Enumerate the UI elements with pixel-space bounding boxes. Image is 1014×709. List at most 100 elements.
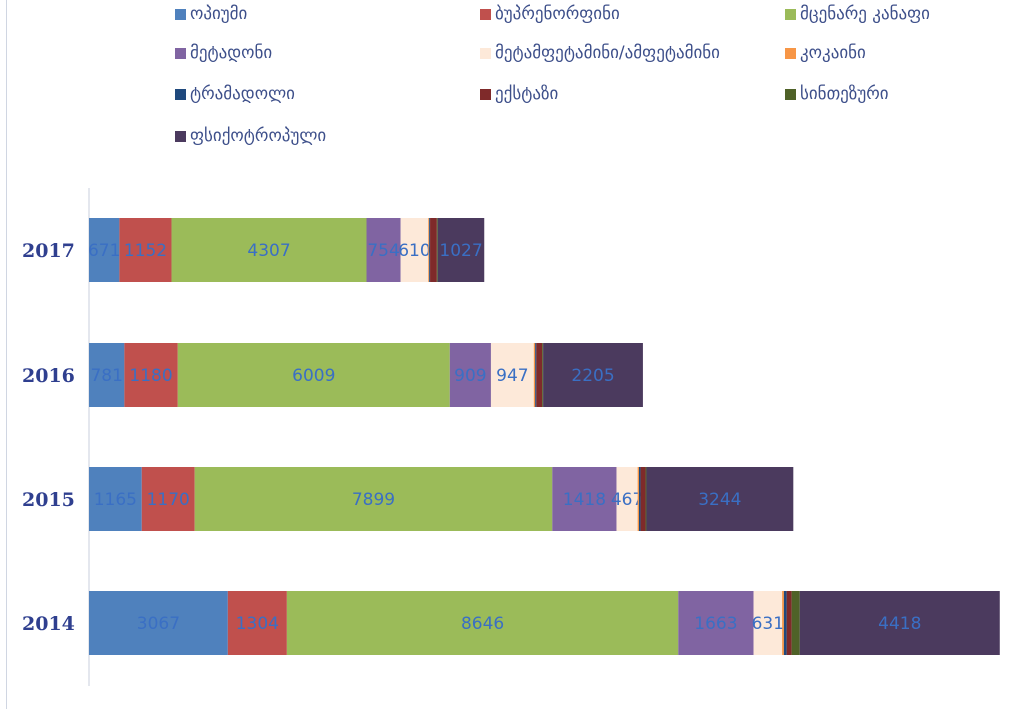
bar-segment	[89, 467, 142, 531]
legend-label: კოკაინი	[800, 43, 866, 63]
legend-swatch	[785, 8, 796, 20]
bar-segment	[542, 343, 544, 407]
bar-segment	[89, 343, 125, 407]
bar-segment	[366, 218, 401, 282]
data-label: 1152	[124, 241, 167, 261]
bar-segment	[783, 591, 787, 655]
bar-segment	[194, 467, 553, 531]
legend-item: მეტადონი	[175, 43, 272, 63]
bar-segment	[646, 467, 794, 531]
legend-swatch	[480, 88, 491, 100]
bar-segment	[791, 591, 800, 655]
bar-segment	[171, 218, 367, 282]
legend-swatch	[785, 88, 796, 100]
legend-item: ტრამადოლი	[175, 84, 295, 104]
bar-segment	[124, 343, 178, 407]
data-label: 1165	[94, 490, 137, 510]
data-label: 8646	[461, 614, 504, 634]
bar-segment	[428, 218, 430, 282]
data-label: 3067	[137, 614, 180, 634]
data-label: 947	[496, 366, 528, 386]
legend-item: კოკაინი	[785, 43, 866, 63]
bar-segment	[535, 343, 537, 407]
data-label: 7899	[352, 490, 395, 510]
data-label: 631	[752, 614, 784, 634]
legend-label: მცენარე კანაფი	[800, 4, 930, 24]
legend-swatch	[785, 47, 796, 59]
year-tick-label: 2016	[22, 365, 75, 387]
bar-segment	[552, 467, 617, 531]
bar-segment	[645, 467, 647, 531]
legend-item: ფსიქოტროპული	[175, 126, 326, 146]
data-label: 671	[88, 241, 120, 261]
bar-segment	[429, 218, 431, 282]
bar-segment	[286, 591, 679, 655]
bar-segment	[678, 591, 754, 655]
data-label: 1180	[129, 366, 172, 386]
legend-item: სინთეზური	[785, 84, 889, 104]
legend-swatch	[175, 88, 186, 100]
data-label: 781	[90, 366, 122, 386]
data-label: 467	[611, 490, 643, 510]
data-label: 909	[454, 366, 486, 386]
legend-label: ფსიქოტროპული	[190, 126, 327, 146]
year-tick-label: 2015	[22, 489, 75, 511]
bar-segment	[227, 591, 287, 655]
data-label: 3244	[698, 490, 741, 510]
legend-swatch	[480, 8, 491, 20]
bar-segment	[799, 591, 1000, 655]
year-tick-label: 2017	[22, 240, 75, 262]
bar-segment	[436, 218, 438, 282]
bar-segment	[543, 343, 643, 407]
year-tick-label: 2014	[22, 613, 75, 635]
bar-segment	[490, 343, 534, 407]
bar-segment	[141, 467, 195, 531]
data-label: 1170	[147, 490, 190, 510]
legend-label: ექსტაზი	[495, 84, 559, 104]
legend-swatch	[175, 8, 186, 20]
legend-item: ბუპრენორფინი	[480, 4, 620, 24]
bar-segment	[533, 343, 536, 407]
legend-swatch	[175, 130, 186, 142]
legend-label: ოპიუმი	[190, 4, 248, 24]
data-label: 4307	[247, 241, 290, 261]
data-label: 6009	[292, 366, 335, 386]
bar-segment	[637, 467, 639, 531]
legend-swatch	[480, 47, 491, 59]
bar-segment	[640, 467, 646, 531]
data-label: 1418	[563, 490, 606, 510]
data-label: 1027	[439, 241, 482, 261]
bar-segment	[89, 591, 228, 655]
legend-label: ბუპრენორფინი	[495, 4, 620, 24]
data-label: 754	[367, 241, 399, 261]
bar-segment	[119, 218, 172, 282]
bar-segment	[616, 467, 638, 531]
bar-segment	[437, 218, 485, 282]
legend-label: ტრამადოლი	[190, 84, 295, 104]
bar-segment	[536, 343, 543, 407]
bar-segment	[638, 467, 641, 531]
bar-segment	[430, 218, 437, 282]
legend-label: სინთეზური	[800, 84, 889, 104]
legend-item: ექსტაზი	[480, 84, 558, 104]
bar-segment	[89, 218, 120, 282]
bar-segment	[786, 591, 792, 655]
legend-item: მეტამფეტამინი/ამფეტამინი	[480, 43, 720, 63]
legend-label: მეტადონი	[190, 43, 273, 63]
data-label: 4418	[878, 614, 921, 634]
bar-segment	[400, 218, 429, 282]
data-label: 2205	[571, 366, 614, 386]
bar-segment	[782, 591, 784, 655]
bar-segment	[177, 343, 450, 407]
legend-item: მცენარე კანაფი	[785, 4, 930, 24]
frame-border	[6, 0, 7, 709]
bar-segment	[753, 591, 783, 655]
data-label: 1304	[236, 614, 279, 634]
data-label: 610	[398, 241, 430, 261]
legend-label: მეტამფეტამინი/ამფეტამინი	[495, 43, 720, 63]
legend-item: ოპიუმი	[175, 4, 247, 24]
bar-segment	[449, 343, 491, 407]
data-label: 1663	[694, 614, 737, 634]
legend-swatch	[175, 47, 186, 59]
